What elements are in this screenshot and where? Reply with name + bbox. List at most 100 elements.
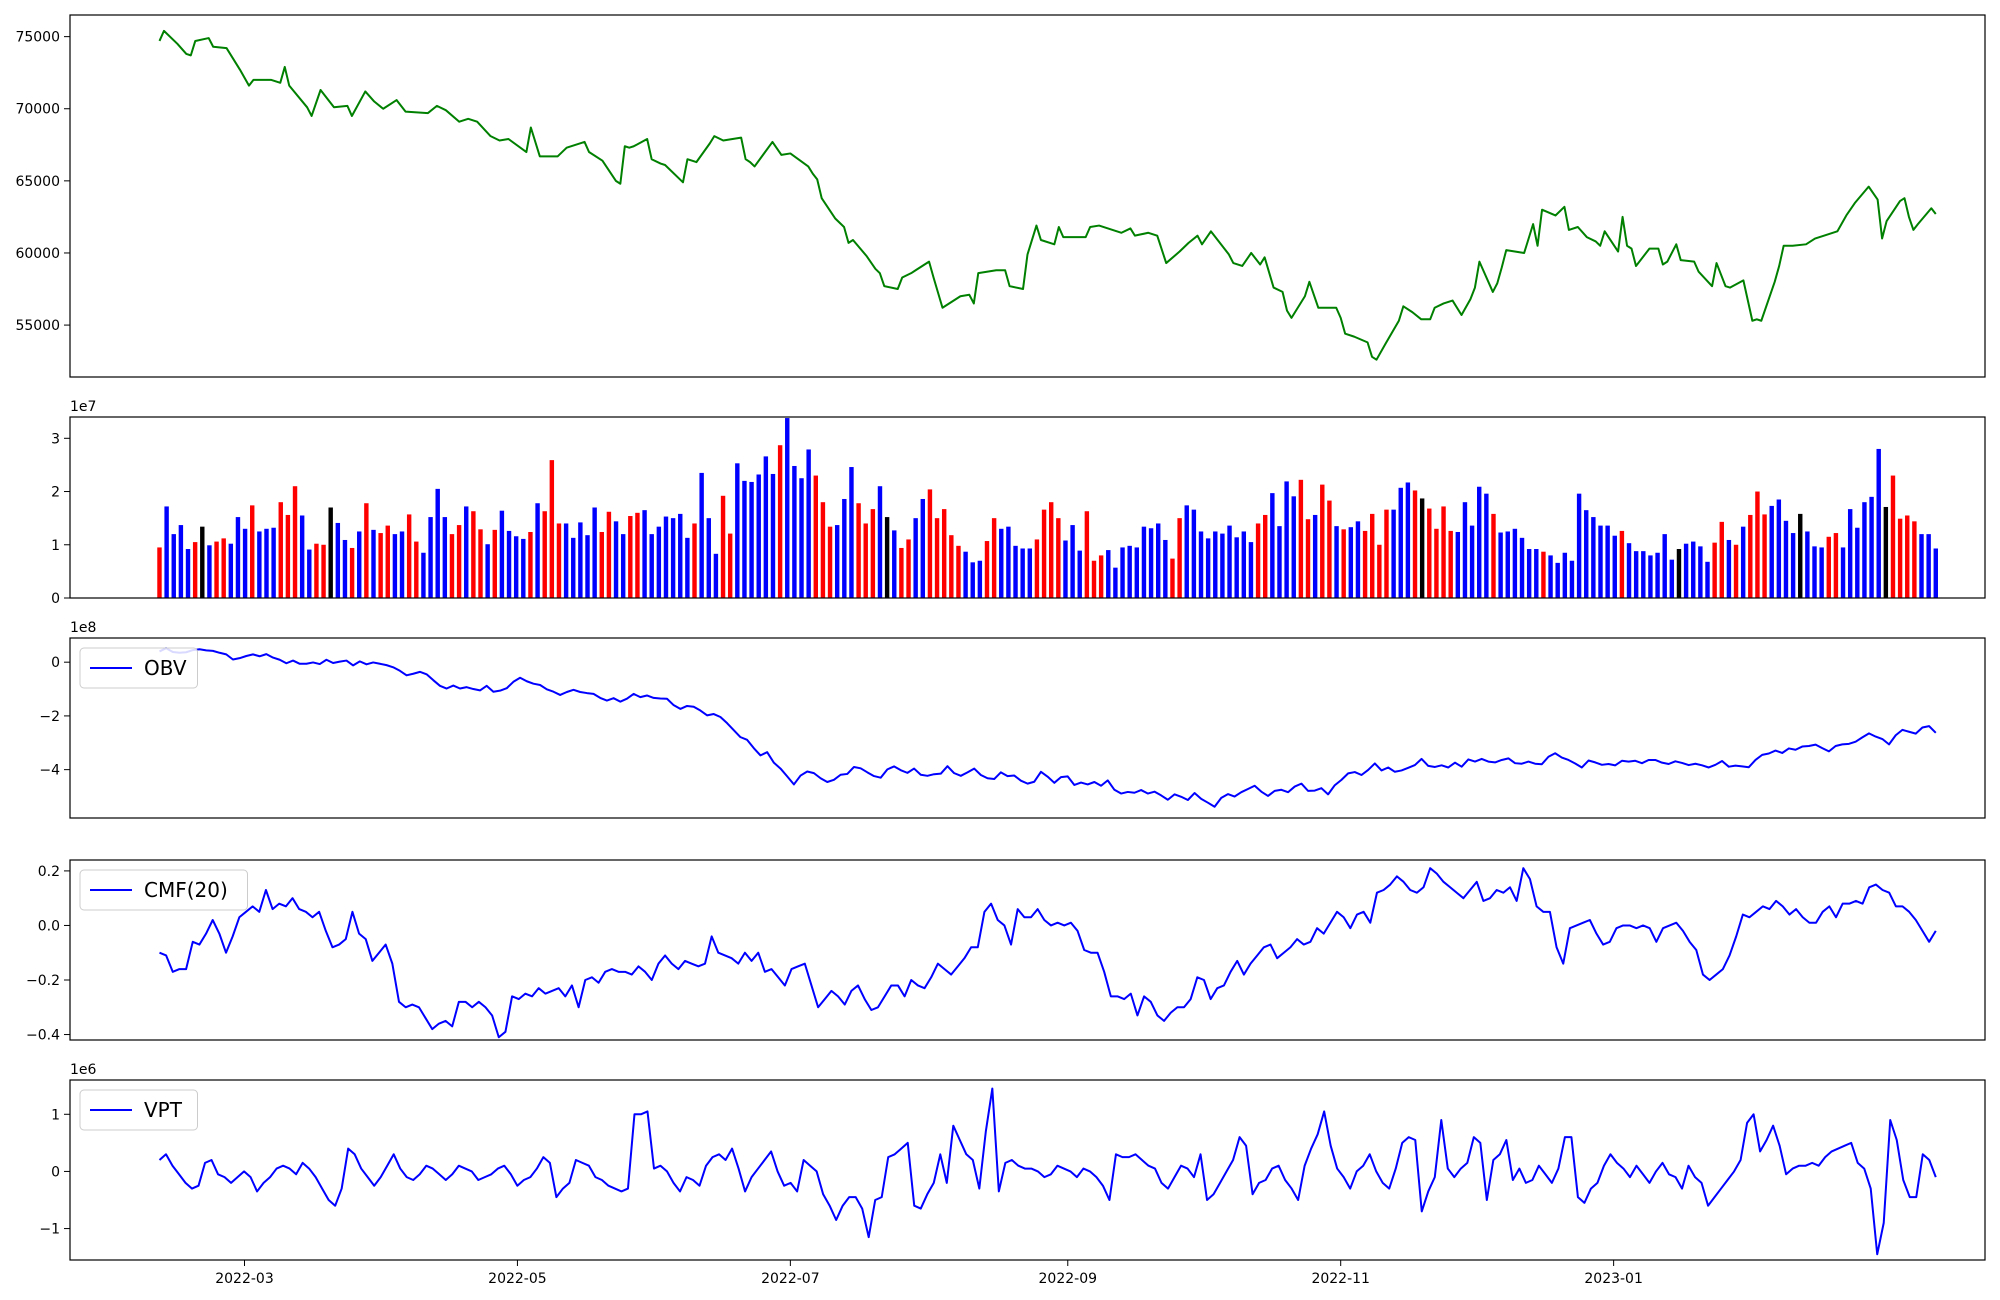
volume-bar [1819,547,1824,598]
volume-bar [1455,531,1461,598]
volume-bar [321,544,326,598]
axes-frame [69,416,1986,599]
volume-bar [1220,533,1225,598]
xtick-label: 2023-01 [1584,1271,1643,1287]
volume-bar [813,475,818,598]
volume-bar [1156,523,1161,598]
volume-bar [1448,530,1453,598]
ytick-label: −4 [39,763,60,779]
volume-bar [692,523,697,598]
volume-bar [1006,526,1011,598]
volume-bar [699,472,704,598]
xtick-label: 2022-11 [1311,1271,1370,1287]
axis-exponent-label: 1e8 [70,620,96,636]
volume-bar [792,465,797,598]
volume-bar [1598,525,1603,598]
volume-bar [834,525,840,598]
volume-bar [592,507,597,598]
volume-bar [264,528,269,598]
legend-box [79,869,248,911]
volume-bar [1291,496,1296,598]
volume-bar [1890,475,1896,598]
volume-bar [1798,513,1803,598]
volume-bar [1833,533,1839,598]
volume-bar [1312,514,1318,598]
volume-bar [1726,539,1732,598]
volume-bar [1762,514,1767,598]
volume-bar [449,534,455,598]
volume-bar [1163,539,1168,598]
volume-bar [1576,493,1582,598]
volume-bar [842,498,847,598]
volume-bar [1648,555,1653,598]
volume-bar [984,541,990,598]
volume-bar [1505,531,1510,598]
volume-bar [1412,490,1418,598]
volume-bar [1733,544,1739,598]
volume-bar [1377,544,1382,598]
legend-label: CMF(20) [144,878,228,902]
axis-exponent-label: 1e7 [70,399,96,415]
volume-bar [1783,520,1789,598]
xtick-label: 2022-03 [215,1271,274,1287]
volume-bar [1205,538,1211,598]
volume-bar [1177,518,1182,598]
volume-bar [1441,506,1446,598]
volume-bar [635,512,640,598]
panel-2: 0 1 2 3 1e7 [51,399,1986,607]
axis-exponent-label: 1e6 [70,1062,97,1078]
volume-bar [1048,502,1054,598]
volume-bar [1384,509,1389,598]
volume-bar [328,507,333,598]
volume-bar [770,473,776,598]
volume-bar [442,517,448,598]
ytick-label: −0.4 [26,1028,60,1044]
ytick-label: 1 [51,538,60,554]
legend-box [79,647,198,689]
volume-bar [1477,486,1482,598]
volume-bar [1056,518,1061,598]
axes-frame [69,637,1986,819]
volume-bar [513,536,519,598]
volume-bar [1298,479,1304,598]
volume-bar [171,534,176,598]
volume-bar [1683,543,1689,598]
volume-bar [1862,502,1867,598]
volume-bar [1755,491,1760,598]
volume-bar [1484,493,1489,598]
volume-bar [1141,526,1147,598]
volume-bar [720,495,726,598]
volume-bar [606,511,612,598]
volume-bar [1234,537,1239,598]
volume-bar [556,523,562,598]
ytick-label: 3 [51,431,60,447]
ytick-label: 65000 [15,174,60,190]
volume-bar [335,522,341,598]
volume-bar [1398,487,1403,598]
volume-bar [1077,550,1082,598]
volume-bar [670,518,676,598]
volume-bar [1626,543,1632,598]
volume-bar [1241,531,1247,598]
volume-bar [1676,549,1682,598]
series-line [159,867,1937,1039]
volume-bar [863,523,868,598]
volume-bar [521,538,526,598]
volume-bar [849,467,854,598]
volume-bar [1227,525,1232,598]
volume-bar [1170,558,1175,598]
volume-bar [1776,499,1782,598]
volume-bar [977,560,983,598]
volume-bar [478,529,483,598]
volume-bar [364,503,369,598]
volume-bar [200,526,205,598]
ytick-label: 0 [51,591,60,607]
volume-bar [899,547,904,598]
volume-bar [1084,511,1090,598]
volume-bar [456,525,462,598]
volume-bar [485,544,490,598]
volume-bar [941,509,947,598]
volume-bar [271,527,276,598]
volume-bar [713,553,719,598]
